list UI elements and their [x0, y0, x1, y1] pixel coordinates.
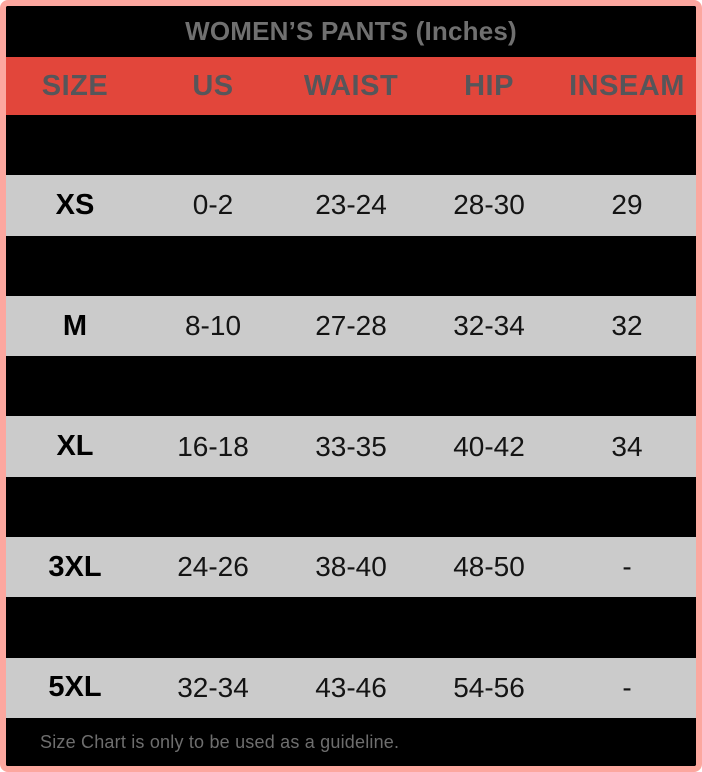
cell-waist: 43-46	[315, 671, 387, 703]
table-row-spacer	[6, 476, 696, 538]
table-row-spacer	[6, 356, 696, 417]
cell-hip: 28-30	[453, 189, 525, 221]
cell-inseam: -	[622, 671, 632, 703]
table-header-row: SIZE US WAIST HIP INSEAM	[6, 57, 696, 115]
page-title: WOMEN’S PANTS (Inches)	[185, 16, 517, 46]
cell-size: XS	[55, 188, 95, 221]
cell-us: 0-2	[192, 189, 234, 221]
chart-title-bar: WOMEN’S PANTS (Inches)	[6, 6, 696, 57]
cell-waist: 33-35	[315, 430, 387, 462]
cell-hip: 48-50	[453, 551, 525, 583]
table-row-xl: XL 16-18 33-35 40-42 34	[6, 416, 696, 477]
footnote-bar: Size Chart is only to be used as a guide…	[6, 718, 696, 766]
cell-hip: 40-42	[453, 430, 525, 462]
table-row-3xl: 3XL 24-26 38-40 48-50 -	[6, 537, 696, 598]
column-header-waist: WAIST	[303, 69, 399, 102]
cell-us: 32-34	[177, 671, 249, 703]
cell-waist: 27-28	[315, 310, 387, 342]
table-body: XS 0-2 23-24 28-30 29 M 8-10 27-28 32-34…	[6, 115, 696, 718]
cell-waist: 38-40	[315, 551, 387, 583]
column-header-inseam: INSEAM	[569, 69, 685, 102]
table-row-5xl: 5XL 32-34 43-46 54-56 -	[6, 657, 696, 718]
cell-hip: 54-56	[453, 671, 525, 703]
cell-inseam: 34	[611, 430, 643, 462]
cell-waist: 23-24	[315, 189, 387, 221]
column-header-size: SIZE	[41, 69, 109, 102]
table-row-xs: XS 0-2 23-24 28-30 29	[6, 175, 696, 236]
cell-us: 24-26	[177, 551, 249, 583]
table-row-spacer	[6, 235, 696, 296]
footnote-text: Size Chart is only to be used as a guide…	[40, 731, 400, 752]
table-row-spacer	[6, 115, 696, 176]
cell-size: M	[62, 309, 88, 342]
table-row-m: M 8-10 27-28 32-34 32	[6, 295, 696, 357]
cell-us: 8-10	[184, 310, 242, 342]
cell-size: 3XL	[48, 550, 102, 583]
table-row-spacer	[6, 597, 696, 658]
cell-size: XL	[56, 430, 94, 463]
cell-us: 16-18	[177, 430, 249, 462]
column-header-us: US	[192, 69, 234, 102]
cell-hip: 32-34	[453, 310, 525, 342]
cell-inseam: -	[622, 551, 632, 583]
cell-size: 5XL	[48, 671, 102, 704]
column-header-hip: HIP	[464, 69, 514, 102]
cell-inseam: 32	[611, 310, 643, 342]
cell-inseam: 29	[611, 189, 643, 221]
